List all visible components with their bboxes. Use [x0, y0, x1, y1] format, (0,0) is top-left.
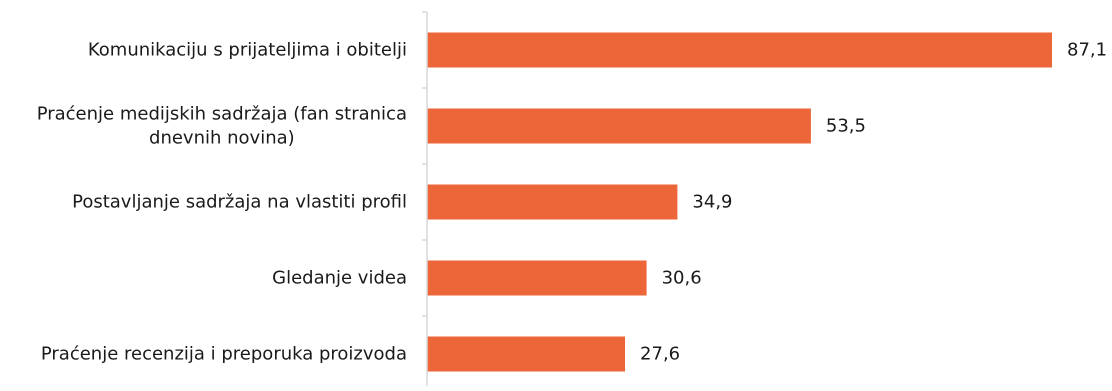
category-label-line: Postavljanje sadržaja na vlastiti profil — [72, 192, 407, 213]
category-label: Postavljanje sadržaja na vlastiti profil — [72, 192, 407, 213]
value-label: 27,6 — [640, 344, 680, 365]
bars-layer — [427, 32, 1052, 372]
value-label: 53,5 — [826, 116, 866, 137]
bar — [427, 108, 811, 144]
category-label-line: Praćenje medijskih sadržaja (fan stranic… — [37, 104, 407, 125]
category-labels-layer: Komunikaciju s prijateljima i obitelji Pr… — [37, 40, 407, 365]
value-labels-layer: 87,1 53,5 34,9 30,6 27,6 — [640, 40, 1107, 365]
category-label-line: Komunikaciju s prijateljima i obitelji — [88, 40, 407, 61]
bar — [427, 32, 1052, 68]
value-label: 30,6 — [662, 268, 702, 289]
category-label: Praćenje recenzija i preporuka proizvoda — [41, 344, 407, 365]
bar — [427, 260, 647, 296]
category-label-line: dnevnih novina) — [149, 128, 295, 149]
category-label: Praćenje medijskih sadržaja (fan stranic… — [37, 104, 407, 149]
value-label: 87,1 — [1067, 40, 1107, 61]
axis-layer — [422, 11, 428, 391]
value-label: 34,9 — [692, 192, 732, 213]
category-label-line: Praćenje recenzija i preporuka proizvoda — [41, 344, 407, 365]
category-label: Komunikaciju s prijateljima i obitelji — [88, 40, 407, 61]
bar — [427, 184, 678, 220]
category-label: Gledanje videa — [272, 268, 407, 289]
bar — [427, 336, 626, 372]
category-label-line: Gledanje videa — [272, 268, 407, 289]
